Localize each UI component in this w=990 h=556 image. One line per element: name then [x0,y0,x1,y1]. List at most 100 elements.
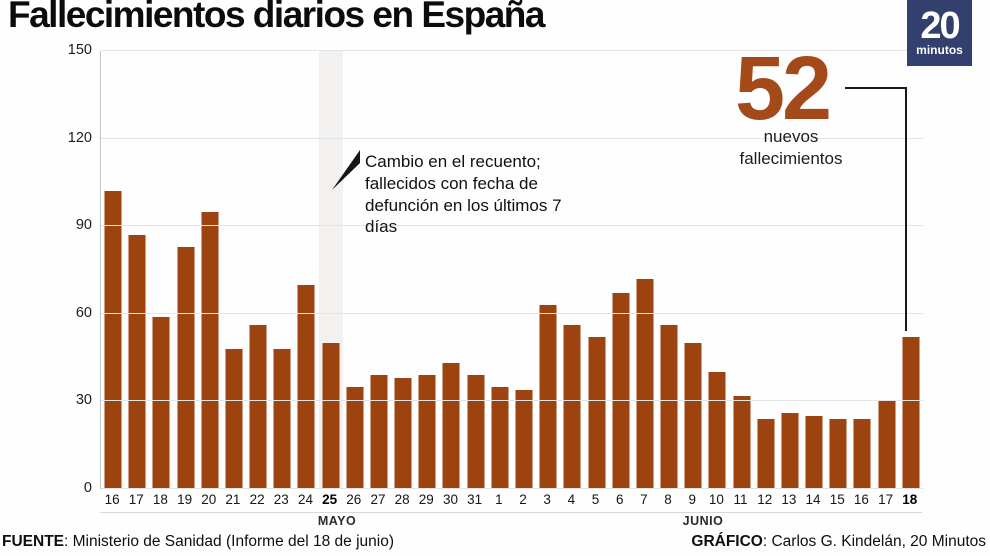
x-tick-label-27: 12 [757,492,773,507]
bar-slot [681,51,705,489]
source-credit: FUENTE: Ministerio de Sanidad (Informe d… [2,533,394,551]
bar-24 [297,284,315,489]
month-label-junio: JUNIO [682,514,724,528]
bar-18 [902,337,920,489]
bar-slot [198,51,222,489]
bar-9 [684,343,702,489]
bar-slot [850,51,874,489]
bar-31 [467,375,485,489]
x-tick-label-8: 24 [297,492,313,507]
bar-slot [899,51,923,489]
x-tick-label-1: 17 [128,492,144,507]
bar-slot [705,51,729,489]
x-tick-label-5: 21 [225,492,241,507]
x-tick-label-25: 10 [708,492,724,507]
bar-3 [539,305,557,489]
bar-slot [778,51,802,489]
bar-slot [294,51,318,489]
bar-slot [802,51,826,489]
bar-slot [875,51,899,489]
bar-slot [584,51,608,489]
source-text: : Ministerio de Sanidad (Informe del 18 … [64,533,394,550]
bar-14 [805,416,823,489]
y-tick-label-150: 150 [67,42,92,58]
bar-17 [878,401,896,489]
bar-13 [781,413,799,489]
x-tick-label-26: 11 [733,492,748,507]
page-title: Fallecimientos diarios en España [8,0,545,35]
x-tick-label-13: 29 [418,492,434,507]
bar-4 [563,325,581,489]
x-tick-label-10: 26 [346,492,362,507]
x-tick-label-17: 2 [519,492,527,507]
x-tick-label-32: 17 [878,492,894,507]
bar-slot [464,51,488,489]
month-label-mayo: MAYO [317,514,357,528]
bar-25 [322,343,340,489]
credit-text: : Carlos G. Kindelán, 20 Minutos [762,533,986,550]
bar-slot [149,51,173,489]
bar-slot-highlighted [318,51,343,489]
gridline-90 [101,225,923,227]
annotation-text: Cambio en el recuento; fallecidos con fe… [365,152,562,237]
x-tick-label-15: 31 [467,492,483,507]
annotation-arrow-icon [332,150,360,190]
x-tick-label-18: 3 [543,492,551,507]
bar-slot [826,51,850,489]
y-tick-label-30: 30 [75,392,92,409]
x-axis-labels: 16 17 18 19 20 21 22 23 24 25 26 27 28 29 30 31 1 2 3 4 5 6 7 8… [100,492,922,507]
bar-7 [636,278,654,489]
x-tick-label-31: 16 [853,492,869,507]
y-tick-label-120: 120 [67,129,92,146]
logo-number: 20 [920,5,960,47]
x-tick-label-7: 23 [273,492,289,507]
bar-slot [101,51,125,489]
y-tick-label-90: 90 [75,217,92,234]
callout-connector-horizontal [845,87,907,89]
bar-slot [633,51,657,489]
x-tick-label-9: 25 [322,492,338,507]
callout-value: 52 [734,39,832,139]
bar-slot [439,51,463,489]
x-tick-label-29: 14 [805,492,821,507]
gridline-60 [101,312,923,314]
bar-19 [177,246,195,489]
x-tick-label-19: 4 [567,492,576,507]
x-tick-label-20: 5 [591,492,600,507]
bar-20 [201,211,219,489]
bar-1 [491,386,509,489]
x-tick-label-12: 28 [394,492,410,507]
bar-18 [152,316,170,489]
gridline-150 [101,50,923,51]
bar-28 [394,378,412,489]
x-tick-label-22: 7 [640,492,648,507]
callout-connector-vertical [905,87,907,331]
x-tick-label-2: 18 [152,492,168,507]
y-axis: 0 30 60 90 120 150 [52,42,92,496]
bar-8 [660,325,678,489]
bar-slot [536,51,560,489]
x-tick-label-14: 30 [442,492,458,507]
bar-slot [246,51,270,489]
x-tick-label-30: 15 [829,492,845,507]
20minutos-logo: 20 minutos [907,0,972,66]
bar-23 [273,348,291,489]
gridline-0 [101,488,923,489]
bar-27 [370,375,388,489]
graphic-credit: GRÁFICO: Carlos G. Kindelán, 20 Minutos [691,533,986,551]
bar-22 [249,325,267,489]
x-tick-label-11: 27 [370,492,386,507]
bar-slot [609,51,633,489]
bar-16 [104,191,122,489]
source-label: FUENTE [2,533,64,550]
bar-2 [515,389,533,489]
y-tick-label-0: 0 [83,480,92,496]
bar-slot [343,51,367,489]
credit-label: GRÁFICO [691,533,763,550]
logo-word: minutos [916,43,963,57]
x-tick-label-33: 18 [902,492,918,507]
bar-17 [128,234,146,489]
bar-slot [125,51,149,489]
bar-slot [222,51,246,489]
